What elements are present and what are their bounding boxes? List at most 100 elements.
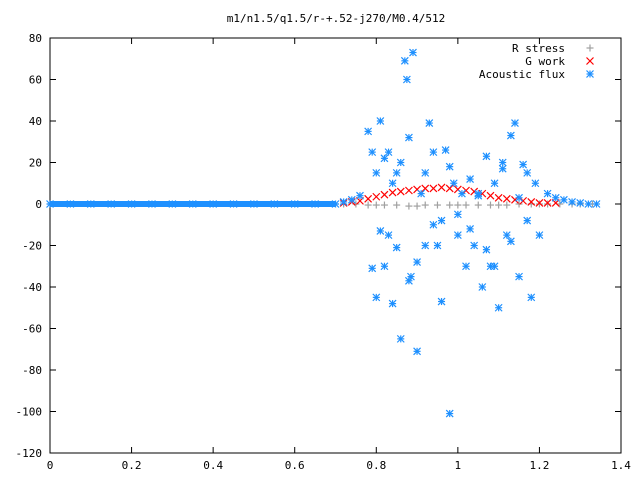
y-tick-label: -60 [22,323,42,336]
series-g-work [339,183,560,207]
data-point [433,241,442,250]
data-point [458,189,466,198]
data-point [356,191,364,200]
data-point [515,193,523,202]
data-point [511,119,519,127]
data-point [421,201,429,209]
data-point [535,199,544,207]
data-point [421,168,430,177]
data-point [380,201,388,209]
data-point [543,199,552,207]
legend-label: Acoustic flux [479,68,565,81]
data-point [376,117,385,125]
data-point [441,146,450,154]
data-point [486,201,494,209]
data-point [393,201,401,209]
data-point [372,168,381,177]
data-point [404,276,413,285]
y-tick-label: 20 [29,157,42,170]
data-point [506,237,515,246]
data-point [474,201,482,209]
data-point [470,241,479,250]
data-point [376,227,385,235]
data-point [409,48,417,57]
y-tick-label: -20 [22,240,42,253]
data-point [396,334,405,343]
data-point [515,272,523,281]
data-point [402,75,411,84]
data-point [482,152,491,161]
data-point [494,193,503,202]
data-point [490,262,499,271]
data-point [494,303,503,312]
y-tick-label: -80 [22,364,42,377]
data-point [388,299,397,308]
data-point [384,231,393,240]
chart-title: m1/n1.5/q1.5/r-+.52-j270/M0.4/512 [227,12,446,25]
data-point [364,194,373,203]
legend-marker [586,70,594,78]
data-point [502,231,511,240]
data-point [380,190,389,199]
data-point [388,188,397,197]
data-point [498,158,507,167]
data-point [421,184,430,193]
y-tick-label: -100 [16,406,43,419]
data-point [429,148,438,157]
data-point [372,192,381,201]
data-point [396,187,405,196]
x-tick-label: 1 [455,459,462,472]
data-point [535,200,543,208]
data-point [449,179,458,188]
x-ticks: 0 0.2 0.4 0.6 0.8 1 1.2 1.4 [47,38,631,472]
data-point [445,162,454,171]
data-point [482,245,491,254]
x-tick-label: 1.4 [611,459,631,472]
data-point [425,119,434,127]
data-point [519,160,528,169]
data-point [576,199,585,207]
data-point [404,186,413,195]
data-point [392,243,401,252]
series-acoustic-flux [46,48,601,418]
data-point [551,193,560,202]
data-point [392,168,401,177]
y-tick-label: 80 [29,32,42,45]
plot-frame [49,37,622,454]
data-point [543,189,552,198]
x-tick-label: 0.6 [285,459,305,472]
data-point [339,198,348,206]
data-point [446,201,454,209]
data-point [486,191,495,200]
series-layer [46,48,601,418]
data-point [544,200,552,208]
data-point [380,262,389,271]
y-tick-label: 0 [35,198,42,211]
legend-label: G work [525,55,565,68]
data-point [417,189,426,198]
data-point [462,262,470,271]
x-tick-label: 0.2 [122,459,142,472]
data-point [372,293,381,302]
data-point [453,210,462,219]
data-point [498,164,507,173]
data-point [445,184,454,193]
data-point [502,194,511,203]
data-point [584,200,593,208]
data-point [368,148,377,157]
y-tick-label: -40 [22,281,42,294]
data-point [437,183,446,192]
data-point [364,201,372,209]
data-point [396,158,405,167]
x-tick-label: 1.2 [529,459,549,472]
data-point [527,198,536,206]
data-point [429,220,438,229]
legend-label: R stress [512,42,565,55]
data-point [400,56,409,65]
y-ticks: 80 60 40 20 0 -20 -40 -60 -80 -100 -120 [16,32,621,460]
data-point [454,201,462,209]
data-point [559,195,568,204]
data-point [433,201,441,209]
